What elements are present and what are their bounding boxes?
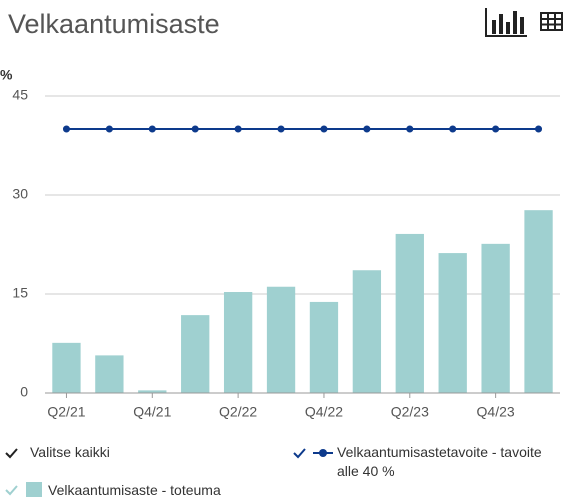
legend-symbol <box>319 449 327 457</box>
point <box>62 125 70 133</box>
check[interactable] <box>293 448 306 459</box>
point <box>535 125 543 133</box>
y-tick-label: 0 <box>20 384 28 400</box>
legend-label[interactable]: Velkaantumisaste - toteuma <box>48 482 221 498</box>
check[interactable] <box>5 485 18 496</box>
bar <box>181 315 210 393</box>
point <box>277 125 285 133</box>
table-icon[interactable] <box>540 12 563 31</box>
bar <box>52 342 81 393</box>
point <box>148 125 156 133</box>
legend-symbol <box>26 482 42 497</box>
point <box>105 125 113 133</box>
y-tick-label: 45 <box>12 87 28 103</box>
bar <box>309 301 339 393</box>
bar <box>395 233 424 393</box>
x-tick-label: Q2/23 <box>391 404 429 420</box>
bar-chart-icon[interactable] <box>484 6 528 38</box>
point <box>492 125 500 133</box>
select-all[interactable]: Valitse kaikki <box>30 444 110 460</box>
bar <box>524 210 553 393</box>
x-tick-label: Q2/22 <box>219 404 257 420</box>
bar <box>138 390 167 393</box>
bar <box>352 270 382 393</box>
x-tick-label: Q2/21 <box>47 404 85 420</box>
bar <box>266 286 296 393</box>
bar <box>438 253 467 393</box>
legend-label[interactable]: Velkaantumisastetavoite - tavoite alle 4… <box>337 444 542 479</box>
point <box>191 125 199 133</box>
point <box>449 125 457 133</box>
y-axis-label: % <box>0 67 13 83</box>
point <box>406 125 414 133</box>
point <box>320 125 328 133</box>
x-tick-label: Q4/23 <box>477 404 515 420</box>
bar <box>223 292 253 393</box>
point <box>234 125 242 133</box>
chart-title: Velkaantumisaste <box>8 9 220 39</box>
y-tick-label: 30 <box>12 186 28 202</box>
check[interactable] <box>5 448 18 459</box>
y-tick-label: 15 <box>12 285 28 301</box>
bar <box>95 355 124 393</box>
point <box>363 125 371 133</box>
x-tick-label: Q4/22 <box>305 404 343 420</box>
x-tick-label: Q4/21 <box>133 404 171 420</box>
bar <box>481 243 510 393</box>
